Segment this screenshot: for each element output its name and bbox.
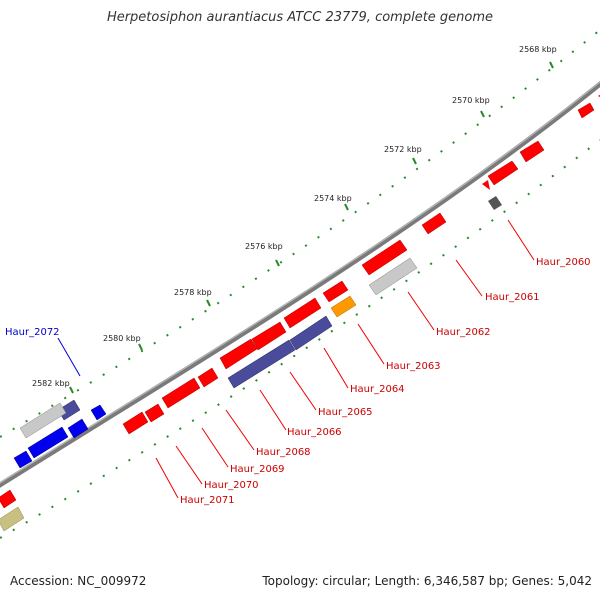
genome-backbone-highlight (0, 81, 600, 484)
gene-label[interactable]: Haur_2071 (180, 495, 235, 506)
gene-arrow[interactable] (144, 403, 165, 423)
gene-label[interactable]: Haur_2064 (350, 384, 405, 395)
gene-arrow[interactable] (519, 140, 545, 163)
gene-arrow[interactable] (0, 489, 17, 509)
gene-label[interactable]: Haur_2062 (436, 327, 491, 338)
topology-text: Topology: circular; Length: 6,346,587 bp… (262, 574, 592, 588)
gene-arrow[interactable] (197, 367, 219, 388)
map-title: Herpetosiphon aurantiacus ATCC 23779, co… (106, 10, 494, 25)
gene-arrow[interactable] (161, 377, 201, 409)
gene-label[interactable]: Haur_2061 (485, 292, 540, 303)
gene-arrow[interactable] (361, 239, 408, 276)
gene-arrow[interactable] (122, 411, 149, 435)
gene-label[interactable]: Haur_2069 (230, 464, 285, 475)
gene-box[interactable] (227, 339, 296, 389)
gene-arrow[interactable] (577, 102, 595, 119)
accession-text: Accession: NC_009972 (10, 574, 147, 588)
gene-label[interactable]: Haur_2068 (256, 447, 311, 458)
tick-label: 2572 kbp (384, 145, 422, 154)
label-leader-blue (57, 337, 81, 377)
gene-label[interactable]: Haur_2060 (536, 257, 591, 268)
gene-arrow[interactable] (487, 160, 519, 186)
gene-arrow[interactable] (482, 180, 490, 190)
gene-arrow[interactable] (27, 426, 69, 459)
gene-arrow[interactable] (90, 404, 107, 421)
tick-label: 2582 kbp (32, 379, 70, 388)
gene-box[interactable] (19, 402, 67, 439)
gene-box[interactable] (330, 295, 357, 318)
gene-arrow[interactable] (251, 321, 287, 351)
gene-box[interactable] (57, 399, 81, 421)
gene-label[interactable]: Haur_2070 (204, 480, 259, 491)
gene-box[interactable] (488, 196, 502, 210)
tick-label: 2578 kbp (174, 288, 212, 297)
gene-arrow[interactable] (322, 280, 349, 303)
major-ticks (69, 61, 554, 394)
tick-label: 2580 kbp (103, 334, 141, 343)
gene-box[interactable] (289, 315, 333, 351)
tick-label: 2574 kbp (314, 194, 352, 203)
gene-label[interactable]: Haur_2065 (318, 407, 373, 418)
reverse-strand-features (0, 196, 502, 532)
outer-tick-arc (0, 29, 600, 438)
gene-arrow[interactable] (421, 212, 447, 235)
gene-arrow[interactable] (67, 418, 89, 439)
gene-label[interactable]: Haur_2072 (5, 327, 60, 338)
gene-label[interactable]: Haur_2063 (386, 361, 441, 372)
tick-label: 2576 kbp (245, 242, 283, 251)
gene-label[interactable]: Haur_2066 (287, 427, 342, 438)
tick-label: 2570 kbp (452, 96, 490, 105)
gene-box[interactable] (0, 506, 25, 532)
inner-tick-arc (0, 139, 600, 539)
gene-arrow[interactable] (219, 338, 258, 370)
gene-arrow[interactable] (283, 297, 322, 329)
label-leaders (155, 219, 535, 499)
gene-box[interactable] (368, 257, 418, 296)
tick-label: 2568 kbp (519, 45, 557, 54)
gene-arrow[interactable] (13, 450, 33, 469)
forward-strand-features (13, 94, 600, 469)
genome-backbone (0, 80, 600, 488)
